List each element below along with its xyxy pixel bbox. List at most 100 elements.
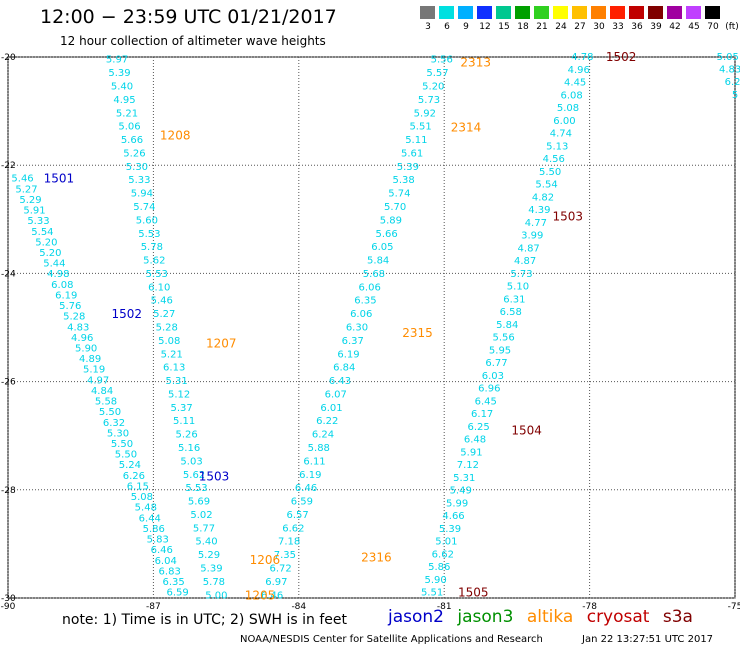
wave-height-value: 5.21 (116, 108, 138, 119)
wave-height-value: 5.50 (111, 439, 133, 450)
wave-height-value: 5.38 (392, 175, 414, 186)
colorbar-label: 9 (463, 22, 469, 32)
colorbar-swatch (610, 6, 625, 19)
wave-height-value: 6.35 (163, 577, 185, 588)
wave-height-value: 4.56 (543, 154, 565, 165)
pass-time-marker: 1208 (160, 128, 191, 142)
pass-time-marker: 1207 (206, 337, 237, 351)
wave-height-value: 6.13 (163, 363, 185, 374)
wave-height-value: 6.77 (485, 358, 507, 369)
colorbar-swatch (439, 6, 454, 19)
pass-time-marker: 1206 (250, 553, 281, 567)
wave-height-value: 4.96 (568, 65, 590, 76)
wave-height-value: 5.27 (15, 184, 37, 195)
colorbar-label: (ft) (725, 22, 739, 32)
wave-height-value: 5 (732, 90, 738, 101)
y-tick-label: -26 (1, 378, 16, 388)
wave-height-value: 6.44 (139, 513, 161, 524)
wave-height-value: 6.07 (325, 389, 347, 400)
wave-height-value: 7.35 (274, 550, 296, 561)
wave-height-value: 5.53 (138, 229, 160, 240)
wave-height-value: 6.48 (464, 435, 486, 446)
wave-height-value: 5.90 (425, 575, 447, 586)
pass-time-marker: 1503 (553, 210, 584, 224)
satellite-legend: jason2 jason3 altika cryosat s3a (388, 607, 701, 627)
wave-height-value: 5.86 (428, 562, 450, 573)
wave-height-value: 6.62 (282, 523, 304, 534)
wave-height-value: 5.51 (421, 588, 443, 599)
wave-height-value: 6.17 (471, 409, 493, 420)
wave-height-value: 6.58 (500, 307, 522, 318)
wave-height-value: 5.26 (123, 148, 145, 159)
wave-height-value: 6.01 (320, 403, 342, 414)
wave-height-value: 6.11 (303, 456, 325, 467)
colorbar-swatch (477, 6, 492, 19)
legend-altika: altika (526, 607, 574, 627)
wave-height-value: 5.97 (106, 55, 128, 66)
legend-cryosat: cryosat (586, 607, 650, 627)
wave-height-value: 6.57 (286, 510, 308, 521)
credit-line: NOAA/NESDIS Center for Satellite Applica… (240, 634, 543, 645)
colorbar-swatch (553, 6, 568, 19)
wave-height-colorbar: 3 6 9 12 15 18 21 24 27 30 33 36 39 42 45 70 (ft) (420, 6, 739, 36)
wave-height-value: 5.94 (131, 189, 153, 200)
x-tick-label: -87 (146, 602, 161, 610)
wave-height-value: 4.87 (514, 256, 536, 267)
wave-height-value: 6.59 (291, 497, 313, 508)
wave-height-value: 4.96 (71, 333, 93, 344)
wave-height-value: 4.77 (525, 218, 547, 229)
pass-time-marker: 1502 (111, 307, 142, 321)
wave-height-value: 5.40 (195, 537, 217, 548)
wave-height-value: 5.84 (496, 320, 518, 331)
wave-height-value: 5.00 (205, 590, 227, 601)
wave-height-value: 5.92 (414, 108, 436, 119)
colorbar-label: 42 (669, 22, 681, 32)
wave-height-value: 6.19 (55, 290, 77, 301)
wave-height-value: 5.91 (23, 206, 45, 217)
wave-height-value: 6.97 (265, 577, 287, 588)
wave-height-value: 5.11 (405, 135, 427, 146)
pass-time-marker: 2314 (451, 120, 482, 134)
wave-height-value: 5.89 (380, 215, 402, 226)
colorbar-label: 18 (517, 22, 529, 32)
wave-height-value: 5.39 (397, 162, 419, 173)
legend-jason3: jason3 (457, 607, 514, 627)
wave-height-value: 5.29 (198, 550, 220, 561)
wave-height-value: 5.16 (178, 443, 200, 454)
page-title: 12:00 − 23:59 UTC 01/21/2017 (40, 6, 337, 28)
wave-height-value: 6.26 (123, 471, 145, 482)
x-tick-label: -90 (1, 602, 16, 610)
wave-height-value: 5.57 (426, 68, 448, 79)
wave-height-value: 5.19 (83, 365, 105, 376)
wave-height-value: 4.66 (442, 511, 464, 522)
wave-height-value: 5.06 (118, 122, 140, 133)
y-tick-label: -24 (1, 269, 16, 279)
wave-height-value: 6.19 (299, 470, 321, 481)
wave-height-value: 4.83 (67, 322, 89, 333)
wave-height-value: 6.84 (333, 363, 355, 374)
wave-height-value: 7.12 (457, 460, 479, 471)
wave-height-value: 5.37 (170, 403, 192, 414)
wave-height-value: 5.31 (166, 376, 188, 387)
pass-time-marker: 1205 (245, 588, 276, 602)
wave-height-value: 6.10 (148, 282, 170, 293)
colorbar-label: 30 (593, 22, 605, 32)
wave-height-value: 4.78 (571, 52, 593, 63)
map-frame (7, 56, 736, 599)
wave-height-value: 4.39 (528, 205, 550, 216)
wave-height-value: 6.06 (350, 309, 372, 320)
colorbar-swatch (705, 6, 720, 19)
wave-height-value: 6.46 (151, 545, 173, 556)
pass-time-marker: 1504 (511, 423, 542, 437)
wave-height-value: 5.01 (435, 537, 457, 548)
wave-height-value: 5.66 (376, 229, 398, 240)
wave-height-value: 6.37 (342, 336, 364, 347)
wave-height-value: 5.49 (450, 486, 472, 497)
wave-height-value: 5.83 (147, 535, 169, 546)
wave-height-value: 5.31 (453, 473, 475, 484)
wave-height-value: 5.21 (161, 349, 183, 360)
wave-height-value: 5.50 (99, 407, 121, 418)
page-subtitle: 12 hour collection of altimeter wave hei… (60, 34, 326, 48)
colorbar-label: 36 (631, 22, 643, 32)
wave-height-value: 5.95 (489, 345, 511, 356)
